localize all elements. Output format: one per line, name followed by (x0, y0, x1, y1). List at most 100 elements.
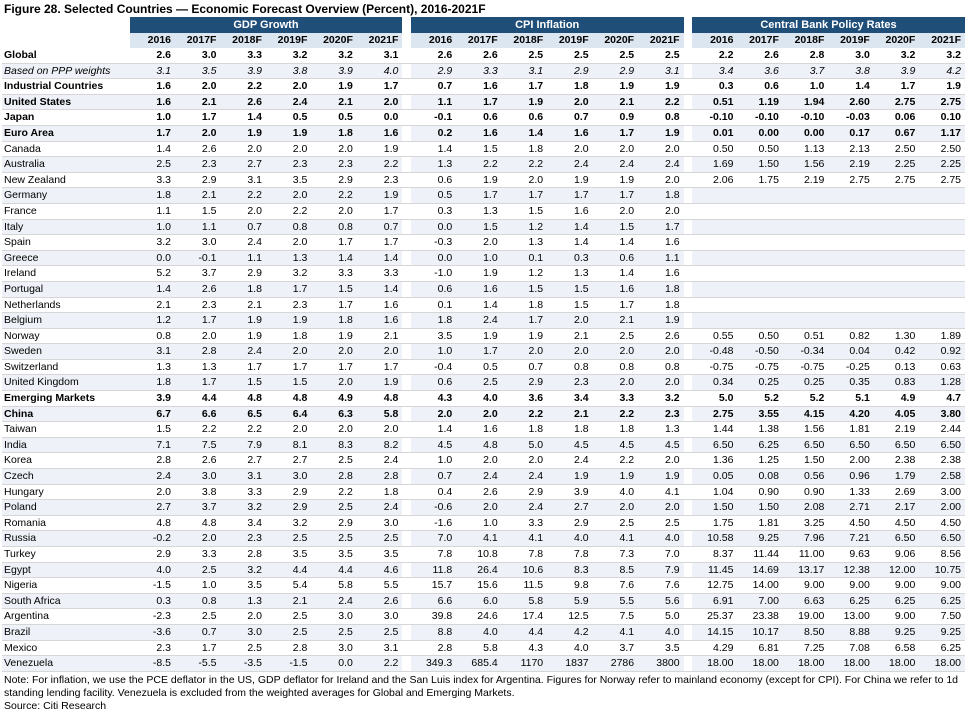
rate-value: 2.50 (894, 142, 916, 155)
group-header-cpi: CPI Inflation (410, 17, 684, 33)
rate-value: 11.45 (691, 562, 738, 578)
cpi-value: 2.5 (619, 49, 635, 61)
rate-value: 0.35 (828, 374, 874, 391)
table-row: Spain 3.2 3.0 2.4 2.0 1.7 1.7 -0.3 2.0 1.3 1.4 1.4 1… (2, 234, 965, 251)
gdp-value: 2.5 (311, 499, 357, 516)
rate-value: 11.00 (798, 548, 825, 560)
gdp-value: 1.7 (383, 360, 399, 373)
column-gap (402, 33, 411, 48)
gdp-value: 3.3 (247, 485, 262, 498)
rate-value: 3.00 (940, 485, 961, 498)
cpi-value: 5.9 (547, 593, 593, 609)
gdp-value: 1.7 (175, 374, 221, 391)
rate-value (737, 187, 783, 204)
cpi-value: 1.5 (483, 142, 498, 155)
gdp-value: 3.2 (292, 516, 308, 529)
cpi-value: 3.3 (528, 516, 544, 529)
cpi-value: 2.4 (456, 468, 502, 485)
cpi-value: 1.8 (665, 298, 680, 311)
gdp-value: 4.8 (292, 392, 308, 405)
rate-value: 2.13 (849, 142, 870, 155)
gdp-value: 1.9 (220, 312, 266, 329)
gdp-value: 1.4 (129, 281, 175, 297)
column-gap (402, 125, 411, 142)
cpi-value: 1170 (501, 655, 548, 672)
rate-value: 2.25 (873, 156, 920, 173)
rate-value: 4.50 (894, 516, 916, 529)
year-header-rate: 2019F (828, 33, 874, 48)
cpi-value: 5.0 (501, 437, 548, 453)
rate-value (783, 235, 828, 251)
rate-value: 2.71 (828, 499, 874, 516)
cpi-value: 3800 (638, 655, 684, 672)
column-gap (683, 577, 692, 594)
gdp-value: 2.0 (292, 236, 308, 249)
cpi-value: 1.6 (456, 125, 502, 142)
rate-value: 10.75 (919, 562, 965, 578)
rate-value: 4.29 (713, 641, 734, 654)
gdp-value: 1.6 (129, 94, 175, 110)
gdp-value: 2.2 (338, 485, 353, 498)
cpi-value: 2.0 (547, 343, 593, 360)
cpi-value: 4.3 (437, 392, 453, 405)
gdp-value: 2.0 (175, 530, 221, 547)
column-gap (683, 452, 692, 469)
column-gap (402, 343, 411, 360)
column-gap (402, 48, 411, 64)
rate-value: 1.50 (737, 156, 783, 173)
rate-value: -0.03 (845, 111, 870, 124)
gdp-value: 2.5 (175, 562, 221, 578)
cpi-value: 2.6 (665, 329, 680, 342)
gdp-value: 2.5 (292, 610, 308, 623)
gdp-value: 2.6 (201, 142, 217, 155)
gdp-value: 2.0 (292, 80, 308, 93)
rate-value: 2.19 (828, 156, 874, 173)
gdp-value: 0.0 (129, 250, 175, 266)
column-gap (683, 640, 692, 656)
country-name: Taiwan (4, 423, 37, 436)
gdp-value: 1.9 (338, 329, 353, 342)
table-row: United States 1.6 2.1 2.6 2.4 2.1 2.0 1.1 1.7 1.9… (2, 94, 965, 110)
cpi-value: 15.7 (431, 579, 453, 592)
table-row: Mexico 2.3 1.7 2.5 2.8 3.0 3.1 2.8 5.8 4.3 4.0 3.7 3… (2, 640, 965, 656)
gdp-value: 3.3 (338, 267, 353, 280)
rate-value: 2.38 (940, 454, 961, 467)
cpi-value: 1.9 (665, 80, 680, 93)
gdp-value: 3.0 (201, 236, 217, 249)
cpi-value: 5.8 (501, 593, 548, 609)
rate-value: 2.00 (849, 454, 870, 467)
cpi-value: 1.2 (501, 219, 548, 235)
gdp-value: 2.0 (292, 423, 308, 436)
year-header-cpi: 2016 (410, 33, 457, 48)
cpi-value: 1.3 (665, 423, 680, 436)
gdp-value: 3.5 (292, 548, 308, 560)
column-gap (683, 109, 692, 126)
cpi-value: 1.7 (638, 219, 684, 235)
cpi-value: 0.8 (619, 360, 635, 373)
cpi-value: 1.5 (528, 204, 544, 217)
column-gap (402, 63, 411, 79)
country-name: Canada (4, 142, 41, 155)
gdp-value: 3.9 (220, 63, 266, 79)
rate-value (692, 235, 737, 251)
gdp-value: 2.0 (201, 80, 217, 93)
table-row: Italy 1.0 1.1 0.7 0.8 0.8 0.7 0.0 1.5 1.2 1.4 1.5 1.… (2, 219, 965, 235)
gdp-value: 2.3 (292, 298, 308, 311)
gdp-value: 2.8 (311, 468, 357, 485)
rate-value (919, 266, 965, 282)
cpi-value: 0.6 (410, 281, 457, 297)
year-header-gdp: 2021F (356, 33, 403, 48)
year-header-cpi: 2019F (547, 33, 593, 48)
column-gap (683, 48, 692, 64)
gdp-value: 2.0 (156, 485, 171, 498)
cpi-value: 1.9 (574, 173, 589, 186)
gdp-value: 2.2 (311, 187, 357, 204)
cpi-value: 0.0 (410, 219, 457, 235)
cpi-value: 2.2 (456, 156, 502, 173)
gdp-value: 2.0 (247, 610, 262, 623)
gdp-value: 1.9 (338, 80, 353, 93)
rate-value: 7.96 (782, 530, 829, 547)
cpi-value: 2786 (592, 655, 639, 672)
table-row: Ireland 5.2 3.7 2.9 3.2 3.3 3.3 -1.0 1.9 1.2 1.3 1.… (2, 265, 965, 282)
rate-value: -0.48 (691, 343, 738, 360)
